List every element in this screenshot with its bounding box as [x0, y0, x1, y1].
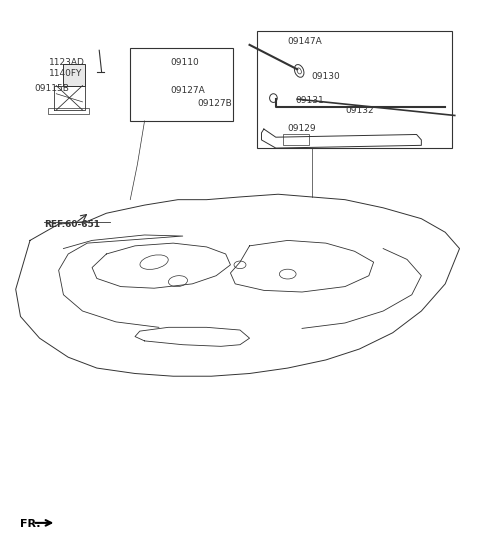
Text: 09147A: 09147A	[288, 37, 323, 46]
Text: 09110: 09110	[171, 58, 200, 67]
Bar	[48, 109, 89, 114]
Text: 09127B: 09127B	[197, 99, 232, 108]
Text: 09131: 09131	[295, 97, 324, 105]
Text: FR.: FR.	[21, 519, 41, 529]
Text: REF.60-651: REF.60-651	[44, 219, 100, 229]
Bar	[130, 48, 233, 121]
Bar	[257, 31, 452, 148]
Text: 09115B: 09115B	[35, 84, 70, 93]
Bar	[283, 134, 309, 145]
Text: 09130: 09130	[312, 72, 340, 81]
Text: 09129: 09129	[288, 123, 316, 133]
Text: 1123AD
1140FY: 1123AD 1140FY	[49, 58, 85, 78]
Text: 09132: 09132	[345, 106, 373, 115]
Text: 09127A: 09127A	[171, 86, 205, 94]
Bar	[63, 64, 85, 86]
